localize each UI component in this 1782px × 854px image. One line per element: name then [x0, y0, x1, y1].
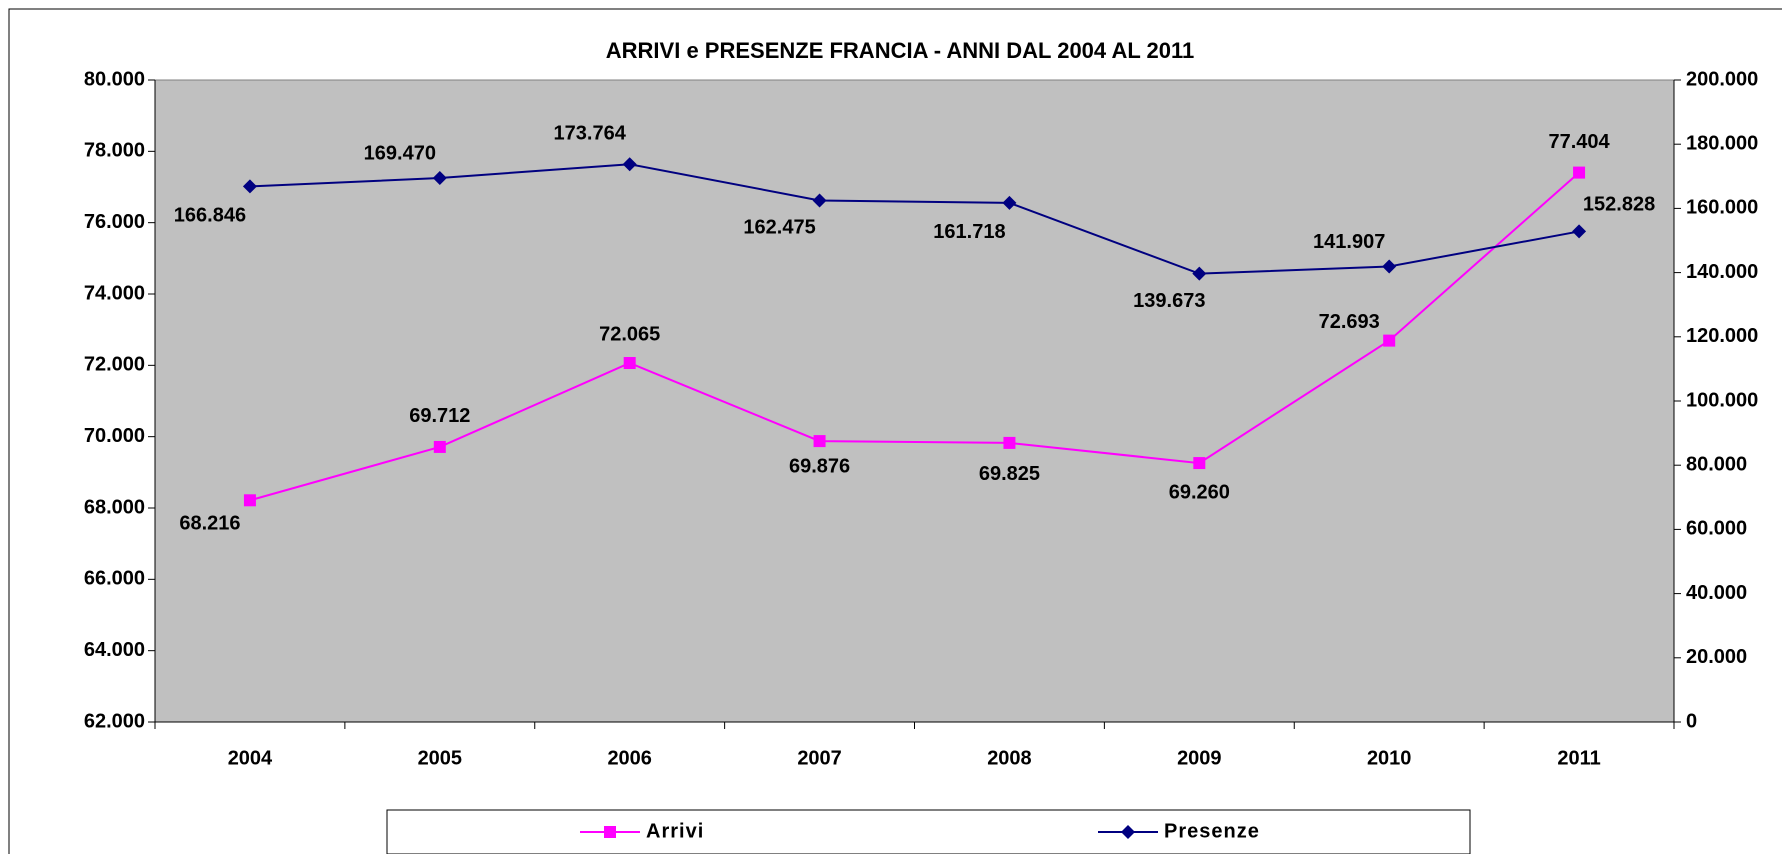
y-tick-label: 62.000	[84, 710, 145, 732]
y2-tick-label: 160.000	[1686, 197, 1758, 219]
y2-tick-label: 200.000	[1686, 68, 1758, 90]
chart-title: ARRIVI e PRESENZE FRANCIA - ANNI DAL 200…	[606, 38, 1194, 63]
data-label: 69.712	[409, 405, 470, 427]
marker	[813, 435, 826, 448]
data-label: 77.404	[1548, 131, 1610, 153]
series-line	[249, 171, 1580, 502]
y-tick-label: 80.000	[84, 68, 145, 90]
x-tick-label: 2005	[418, 747, 463, 769]
y-tick-label: 72.000	[84, 354, 145, 376]
y-tick-label: 64.000	[84, 639, 145, 661]
legend-marker	[604, 826, 616, 838]
plot-area	[154, 79, 1675, 723]
marker	[623, 357, 636, 370]
marker	[1573, 166, 1586, 179]
x-tick-label: 2011	[1557, 747, 1600, 769]
marker	[432, 171, 447, 186]
y-tick-label: 76.000	[84, 211, 145, 233]
y-tick-label: 74.000	[84, 282, 145, 304]
x-tick-label: 2010	[1367, 747, 1412, 769]
y2-tick-label: 80.000	[1686, 453, 1747, 475]
legend-label: Arrivi	[646, 820, 704, 842]
legend-marker	[1121, 825, 1135, 839]
data-label: 173.764	[554, 122, 627, 144]
y2-tick-label: 0	[1686, 710, 1697, 732]
y-tick-label: 70.000	[84, 425, 145, 447]
marker	[1003, 436, 1016, 449]
x-tick-label: 2006	[607, 747, 652, 769]
x-tick-label: 2009	[1177, 747, 1222, 769]
data-label: 72.693	[1319, 311, 1380, 333]
data-label: 169.470	[364, 142, 436, 164]
marker	[622, 157, 637, 172]
y2-tick-label: 60.000	[1686, 518, 1747, 540]
marker	[1383, 334, 1396, 347]
x-tick-label: 2007	[797, 747, 842, 769]
x-tick-label: 2008	[987, 747, 1032, 769]
data-label: 166.846	[174, 205, 246, 227]
y2-tick-label: 120.000	[1686, 325, 1758, 347]
y-tick-label: 66.000	[84, 568, 145, 590]
y-tick-label: 78.000	[84, 140, 145, 162]
marker	[1382, 259, 1397, 274]
y2-tick-label: 100.000	[1686, 389, 1758, 411]
marker	[1192, 266, 1207, 281]
x-tick-label: 2004	[228, 747, 273, 769]
data-label: 161.718	[933, 221, 1005, 243]
data-label: 152.828	[1583, 194, 1655, 216]
data-label: 162.475	[743, 217, 815, 239]
marker	[243, 494, 256, 507]
data-label: 72.065	[599, 323, 660, 345]
data-label: 139.673	[1133, 290, 1205, 312]
series-line	[249, 163, 1580, 275]
y2-tick-label: 180.000	[1686, 132, 1758, 154]
y2-tick-label: 20.000	[1686, 646, 1747, 668]
marker	[433, 440, 446, 453]
y2-tick-label: 140.000	[1686, 261, 1758, 283]
y2-tick-label: 40.000	[1686, 582, 1747, 604]
marker	[812, 193, 827, 208]
y-tick-label: 68.000	[84, 496, 145, 518]
legend-label: Presenze	[1164, 820, 1260, 842]
marker	[1572, 224, 1587, 239]
data-label: 141.907	[1313, 231, 1385, 253]
data-label: 69.876	[789, 455, 850, 477]
marker	[1002, 195, 1017, 210]
legend-box	[386, 809, 1471, 854]
data-label: 68.216	[179, 513, 240, 535]
marker	[242, 179, 257, 194]
data-label: 69.260	[1169, 481, 1230, 503]
data-label: 69.825	[979, 463, 1040, 485]
marker	[1193, 457, 1206, 470]
